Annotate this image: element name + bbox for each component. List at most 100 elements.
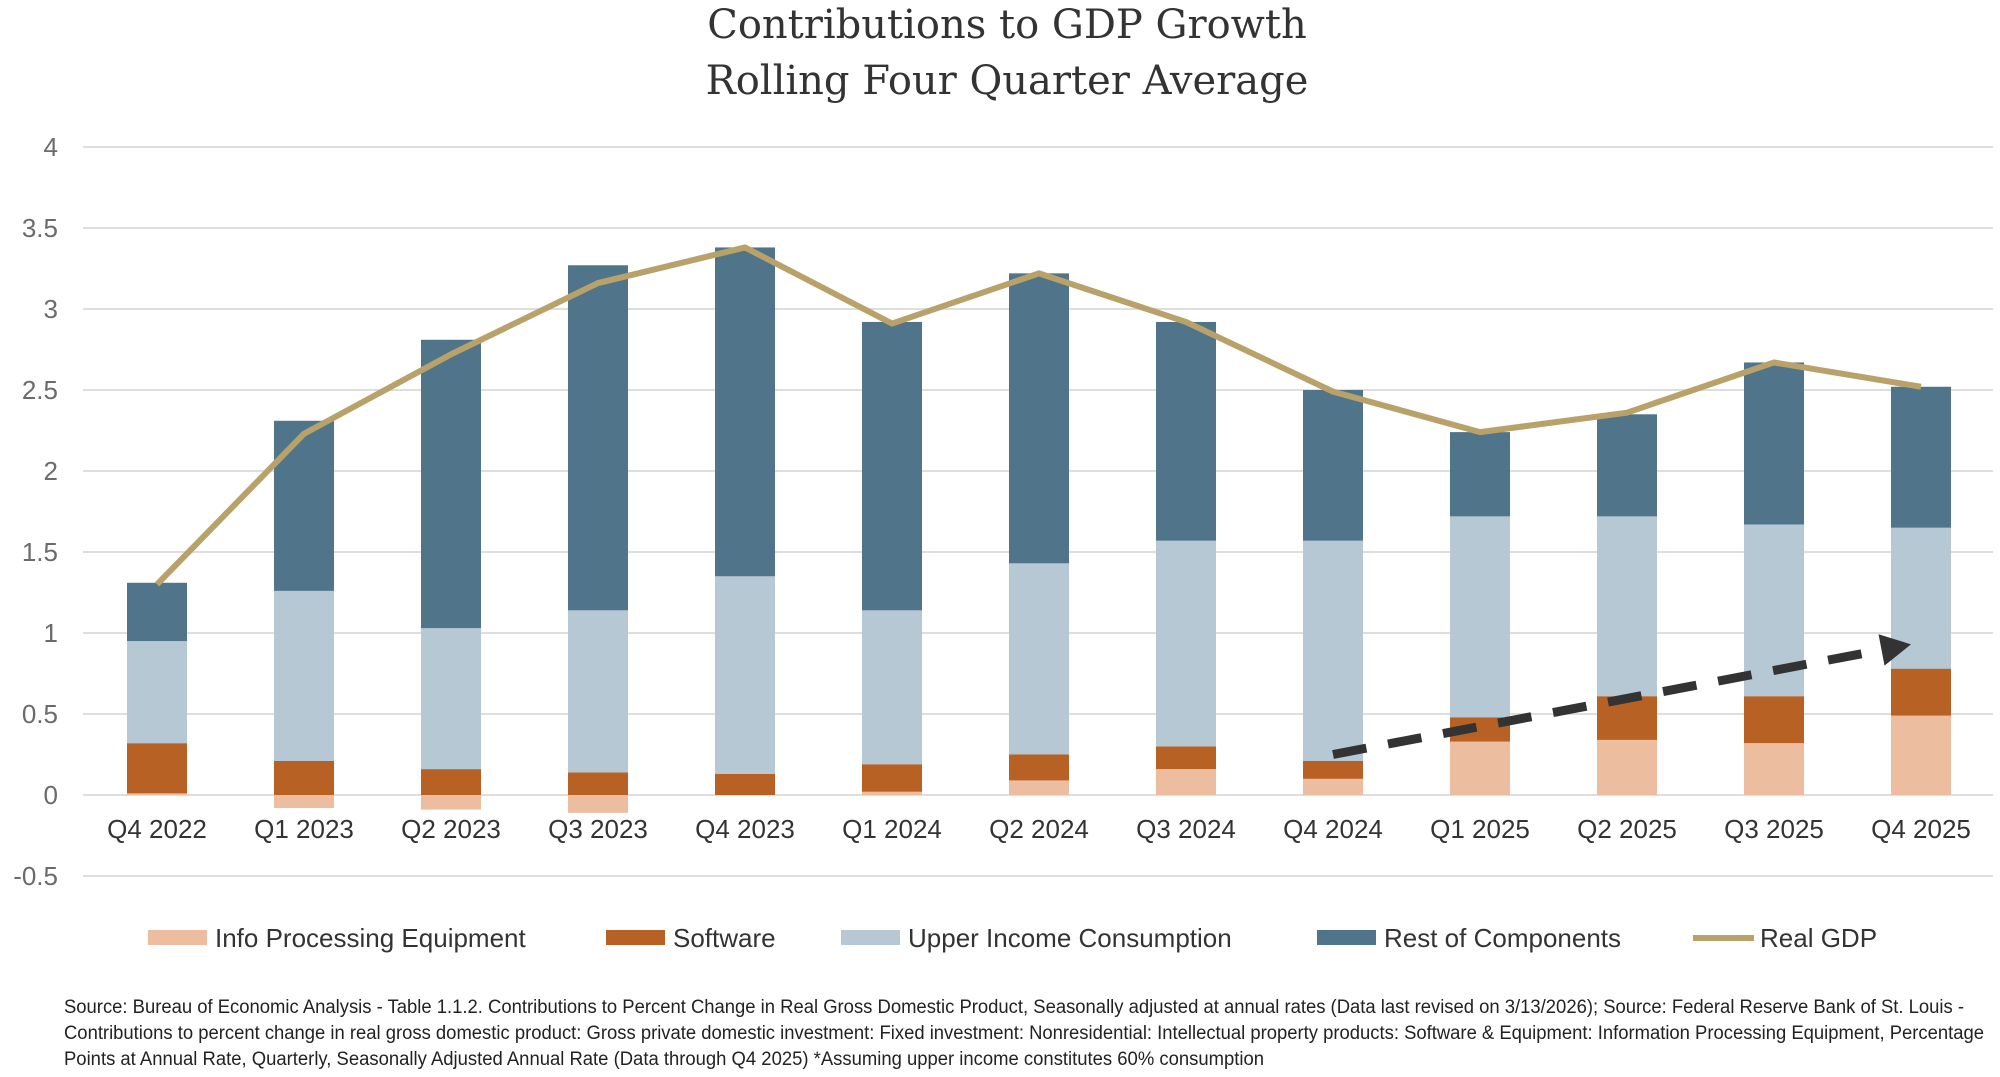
bar-upper-income-consumption: [1156, 540, 1216, 747]
bar-upper-income-consumption: [1597, 516, 1657, 697]
y-tick-label: 3.5: [22, 213, 58, 243]
bar-rest-of-components: [1009, 273, 1069, 564]
bar-rest-of-components: [1450, 432, 1510, 517]
x-tick-label: Q3 2023: [548, 814, 648, 844]
y-tick-label: 4: [44, 132, 58, 162]
y-tick-label: 0: [44, 780, 58, 810]
legend-swatch: [148, 930, 207, 945]
bar-info-processing-equipment: [1156, 769, 1216, 795]
bar-software: [1156, 746, 1216, 770]
x-tick-label: Q4 2024: [1283, 814, 1383, 844]
bar-info-processing-equipment: [421, 795, 481, 810]
y-tick-label: 0.5: [22, 699, 58, 729]
real-gdp-line-layer: [154, 244, 1922, 587]
source-line-3: Points at Annual Rate, Quarterly, Season…: [64, 1049, 1264, 1070]
chart-title: Contributions to GDP Growth: [707, 2, 1307, 48]
legend-label: Real GDP: [1760, 923, 1877, 953]
x-tick-label: Q4 2023: [695, 814, 795, 844]
bar-software: [1597, 696, 1657, 740]
x-tick-label: Q2 2025: [1577, 814, 1677, 844]
bar-software: [568, 772, 628, 795]
x-tick-label: Q2 2024: [989, 814, 1089, 844]
y-tick-label: -0.5: [13, 861, 58, 891]
bar-info-processing-equipment: [1009, 780, 1069, 795]
chart-subtitle: Rolling Four Quarter Average: [706, 58, 1309, 104]
legend-item: Real GDP: [1693, 923, 1877, 953]
legend-item: Software: [606, 923, 776, 953]
y-axis-ticks: 4 3.5 3 2.5 2 1.5 1 0.5 0 -0.5: [13, 132, 58, 891]
bar-info-processing-equipment: [568, 795, 628, 813]
y-tick-label: 2.5: [22, 375, 58, 405]
bar-software: [1744, 696, 1804, 744]
legend-label: Software: [673, 923, 776, 953]
bar-info-processing-equipment: [127, 793, 187, 795]
x-tick-label: Q2 2023: [401, 814, 501, 844]
y-tick-label: 1.5: [22, 537, 58, 567]
real-gdp-line: [154, 244, 1922, 587]
legend-label: Upper Income Consumption: [908, 923, 1232, 953]
legend-item: Info Processing Equipment: [148, 923, 527, 953]
y-tick-label: 1: [44, 618, 58, 648]
source-line-1: Source: Bureau of Economic Analysis - Ta…: [64, 997, 1964, 1018]
x-axis-ticks: Q4 2022 Q1 2023 Q2 2023 Q3 2023 Q4 2023 Q1 20…: [107, 814, 1971, 844]
legend-label: Rest of Components: [1384, 923, 1621, 953]
bar-rest-of-components: [568, 265, 628, 611]
bar-upper-income-consumption: [421, 628, 481, 770]
bar-rest-of-components: [1156, 321, 1216, 541]
legend-swatch: [841, 930, 900, 945]
legend-swatch: [1317, 930, 1376, 945]
bar-upper-income-consumption: [274, 590, 334, 761]
bar-software: [127, 743, 187, 794]
x-tick-label: Q3 2025: [1724, 814, 1824, 844]
y-tick-label: 2: [44, 456, 58, 486]
trend-arrow-head: [1878, 634, 1911, 666]
bar-software: [862, 764, 922, 792]
bar-rest-of-components: [127, 582, 187, 642]
trend-arrow-shaft: [1332, 645, 1883, 759]
bar-software: [421, 769, 481, 795]
bar-software: [1891, 668, 1951, 716]
source-line-2: Contributions to percent change in real …: [64, 1023, 1984, 1044]
bar-upper-income-consumption: [1450, 516, 1510, 718]
x-tick-label: Q4 2022: [107, 814, 207, 844]
y-tick-label: 3: [44, 294, 58, 324]
bars: [127, 247, 1951, 813]
bar-rest-of-components: [715, 247, 775, 577]
legend-item: Upper Income Consumption: [841, 923, 1232, 953]
bar-upper-income-consumption: [1303, 540, 1363, 761]
bar-info-processing-equipment: [1450, 741, 1510, 795]
x-tick-label: Q3 2024: [1136, 814, 1236, 844]
legend-label: Info Processing Equipment: [215, 923, 527, 953]
bar-rest-of-components: [1597, 414, 1657, 517]
bar-upper-income-consumption: [715, 576, 775, 774]
bar-rest-of-components: [1891, 386, 1951, 528]
source-note: Source: Bureau of Economic Analysis - Ta…: [64, 997, 1984, 1070]
x-tick-label: Q1 2024: [842, 814, 942, 844]
x-tick-label: Q1 2025: [1430, 814, 1530, 844]
bar-info-processing-equipment: [862, 791, 922, 795]
bar-info-processing-equipment: [1744, 743, 1804, 795]
x-tick-label: Q4 2025: [1871, 814, 1971, 844]
bar-upper-income-consumption: [1009, 563, 1069, 755]
x-tick-label: Q1 2023: [254, 814, 354, 844]
legend: Info Processing Equipment Software Upper I…: [148, 923, 1877, 953]
bar-software: [715, 773, 775, 795]
bar-rest-of-components: [1744, 362, 1804, 525]
bar-upper-income-consumption: [127, 641, 187, 744]
bar-info-processing-equipment: [1597, 739, 1657, 795]
bar-rest-of-components: [862, 321, 922, 611]
bar-software: [274, 760, 334, 795]
bar-software: [1009, 754, 1069, 781]
bar-rest-of-components: [421, 339, 481, 629]
bar-info-processing-equipment: [1303, 778, 1363, 795]
bar-rest-of-components: [1303, 390, 1363, 541]
bar-rest-of-components: [274, 420, 334, 591]
bar-info-processing-equipment: [1891, 715, 1951, 795]
trend-arrow: [1332, 634, 1911, 759]
bar-upper-income-consumption: [568, 610, 628, 773]
legend-item: Rest of Components: [1317, 923, 1621, 953]
bar-upper-income-consumption: [862, 610, 922, 765]
legend-swatch: [606, 930, 665, 945]
bar-info-processing-equipment: [274, 795, 334, 808]
